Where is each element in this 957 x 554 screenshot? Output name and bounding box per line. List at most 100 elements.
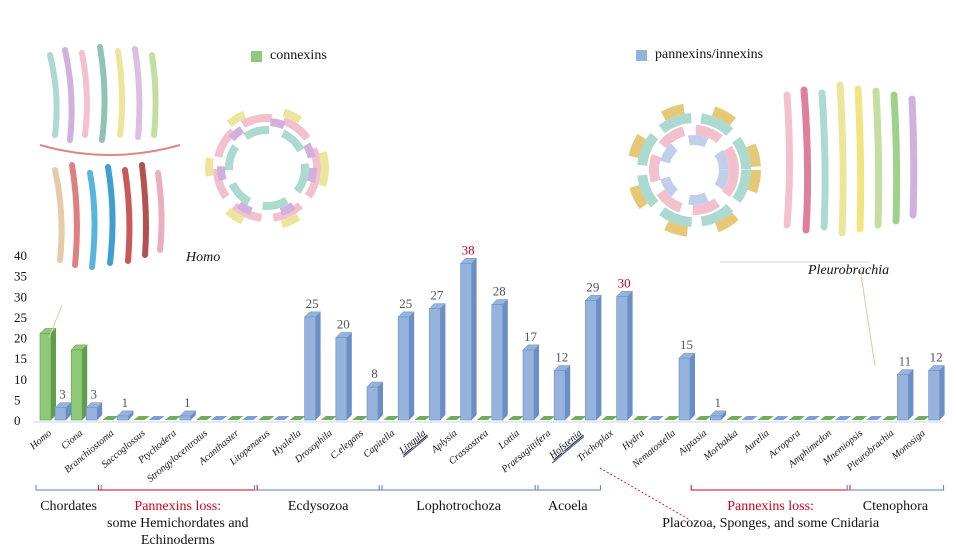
- y-tick-label: 30: [14, 289, 27, 304]
- category-label: Homo: [27, 428, 54, 453]
- bar-pannexins-acropora: [803, 416, 820, 420]
- data-label: 17: [524, 329, 538, 344]
- group-label: Ctenophora: [863, 499, 929, 514]
- bar-pannexins-litopenaeus: [273, 416, 290, 420]
- bar-pannexins-aiptasia: [709, 410, 727, 421]
- bar-connexins-monosiga: [913, 416, 930, 420]
- bar-connexins-morbakka: [726, 416, 743, 420]
- bar-connexins-ciona: [70, 344, 88, 421]
- category-label: Ciona: [59, 428, 85, 452]
- data-label: 29: [586, 279, 599, 294]
- category-label: Lottia: [496, 428, 522, 452]
- group-bracket: [35, 485, 102, 491]
- bar-pannexins-strongylocentrotus: [211, 416, 227, 420]
- bar-pannexins-saccoglossus: [148, 416, 165, 420]
- category-label: Lingula: [397, 428, 429, 457]
- connector-homo: [48, 304, 63, 339]
- data-label: 25: [399, 296, 412, 311]
- bar-pannexins-nematostella: [678, 352, 696, 421]
- group-label: Lophotrochoza: [416, 499, 502, 514]
- bar-pannexins-amphimedon: [835, 416, 851, 420]
- bar-connexins-nematostella: [664, 416, 680, 420]
- group-label: Pannexins loss:: [134, 499, 221, 514]
- bar-connexins-lingula: [414, 416, 431, 420]
- bar-pannexins-hyalella: [303, 311, 322, 421]
- data-label: 11: [899, 354, 912, 369]
- data-label: 28: [493, 284, 506, 299]
- bar-connexins-acropora: [788, 416, 805, 420]
- data-label: 1: [714, 395, 721, 410]
- bar-connexins-lottia: [508, 416, 524, 420]
- group-bracket: [846, 485, 945, 491]
- bar-pannexins-ciona: [85, 402, 103, 421]
- pannexin-channel-top-structure: [627, 103, 761, 237]
- bar-pannexins-lingula: [428, 303, 447, 421]
- bar-pannexins-crassostrea: [491, 299, 509, 421]
- bar-connexins-acanthaster: [227, 416, 244, 420]
- bar-connexins-praesagittifera: [539, 416, 556, 420]
- bar-pannexins-aplysia: [459, 258, 478, 421]
- category-label: Morbakka: [701, 428, 740, 463]
- connexin-channel-top-structure: [205, 106, 329, 230]
- bar-pannexins-ptychodera: [179, 410, 197, 421]
- y-tick-label: 25: [14, 310, 27, 325]
- category-underline: [402, 436, 429, 458]
- bar-connexins-aplysia: [445, 416, 462, 420]
- y-tick-label: 20: [14, 331, 27, 346]
- y-tick-label: 5: [14, 392, 21, 407]
- y-tick-label: 10: [14, 372, 27, 387]
- bar-connexins-saccoglossus: [133, 416, 150, 420]
- bar-pannexins-capitella: [397, 311, 415, 421]
- bar-pannexins-mnemiopsis: [866, 416, 883, 420]
- bar-connexins-litopenaeus: [258, 416, 275, 420]
- category-label: Hydra: [619, 428, 646, 454]
- bar-pannexins-morbakka: [741, 416, 758, 420]
- data-label: 8: [371, 366, 378, 381]
- bar-connexins-strongylocentrotus: [196, 416, 212, 420]
- bar-pannexins-c.elegans: [366, 381, 384, 421]
- y-tick-label: 0: [14, 413, 21, 428]
- connector-pleurobrachia: [859, 267, 876, 367]
- legend-connexins: connexins: [251, 48, 327, 64]
- data-label: 25: [306, 296, 319, 311]
- data-label: 3: [59, 387, 66, 402]
- data-label: 38: [462, 242, 475, 257]
- bar-pannexins-hydra: [647, 416, 664, 420]
- left-species-label: Homo: [186, 250, 221, 265]
- pannexin-channel-side-structure: [783, 81, 918, 237]
- group-bracket: [534, 485, 601, 491]
- bar-connexins-amphimedon: [820, 416, 836, 420]
- bar-connexins-aurelia: [757, 416, 774, 420]
- legend-label-connexins: connexins: [270, 48, 327, 63]
- right-species-label: Pleurobrachia: [808, 263, 890, 278]
- data-label: 12: [555, 350, 568, 365]
- bar-pannexins-hofstenia: [584, 295, 603, 421]
- bar-connexins-hydra: [632, 416, 649, 420]
- data-label: 30: [618, 275, 631, 290]
- data-label: 3: [90, 387, 97, 402]
- bar-connexins-aiptasia: [695, 416, 712, 420]
- bar-connexins-homo: [39, 328, 57, 421]
- group-label: Pannexins loss:: [727, 499, 814, 514]
- category-label: Capitella: [362, 428, 398, 460]
- bar-pannexins-praesagittifera: [553, 365, 571, 421]
- group-bracket: [690, 485, 851, 491]
- category-label: Monosiga: [889, 428, 927, 463]
- legend-label-pannexins: pannexins/innexins: [655, 47, 764, 62]
- data-label: 27: [430, 288, 444, 303]
- group-label: Placozoa, Sponges, and some Cnidaria: [662, 516, 880, 531]
- category-underline: [551, 436, 585, 464]
- data-label: 1: [184, 395, 191, 410]
- bar-connexins-trichoplax: [601, 416, 618, 420]
- bar-pannexins-lottia: [522, 344, 540, 421]
- group-label: some Hemichordates and: [107, 516, 249, 531]
- bar-connexins-crassostrea: [476, 416, 493, 420]
- bar-pannexins-pleurobrachia: [896, 369, 915, 421]
- data-label: 12: [930, 350, 943, 365]
- bar-connexins-hofstenia: [570, 416, 587, 420]
- bar-connexins-ptychodera: [164, 416, 181, 420]
- bar-pannexins-monosiga: [927, 365, 946, 421]
- bar-connexins-hyalella: [289, 416, 306, 420]
- group-bracket: [378, 485, 539, 491]
